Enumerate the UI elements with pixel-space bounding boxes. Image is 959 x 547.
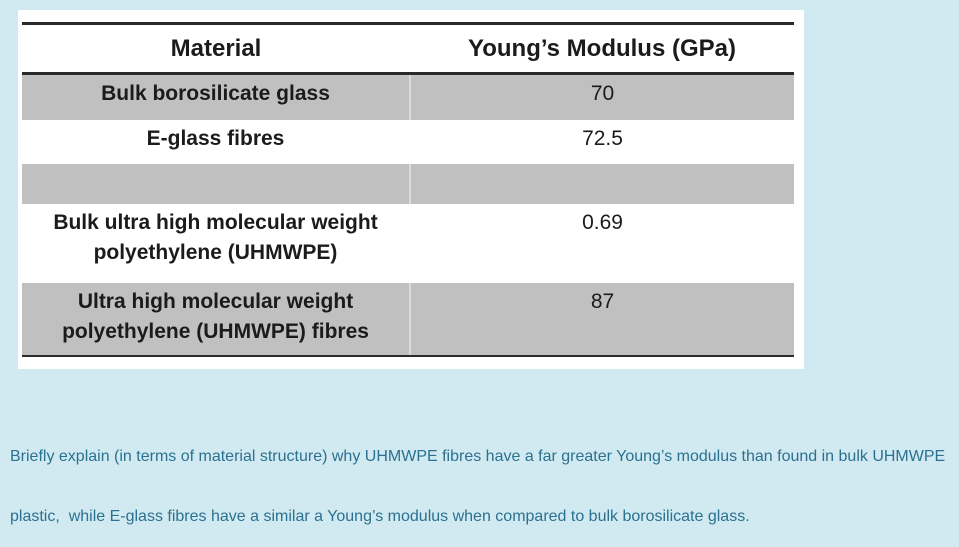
table-row: Bulk ultra high molecular weight polyeth… xyxy=(22,203,794,283)
table-header: Material Young’s Modulus (GPa) xyxy=(22,22,794,75)
table-row xyxy=(22,163,794,204)
page: { "page": { "background_color": "#d1e9f0… xyxy=(10,10,946,525)
table-row: Ultra high molecular weight polyethylene… xyxy=(22,282,794,357)
modulus-cell: 70 xyxy=(409,73,794,120)
modulus-cell: 87 xyxy=(409,282,794,357)
table-panel: Material Young’s Modulus (GPa) Bulk boro… xyxy=(18,10,804,369)
header-row: Material Young’s Modulus (GPa) xyxy=(22,22,794,75)
material-cell: Bulk borosilicate glass xyxy=(101,82,330,105)
material-cell: Ultra high molecular weight polyethylene… xyxy=(22,282,410,357)
material-cell: Bulk ultra high molecular weight polyeth… xyxy=(53,210,378,264)
modulus-cell xyxy=(409,163,794,204)
materials-table-body: Bulk borosilicate glass 70 E-glass fibres 7… xyxy=(22,73,794,357)
modulus-cell: 0.69 xyxy=(409,203,794,283)
modulus-cell: 72.5 xyxy=(409,119,794,164)
table-row: E-glass fibres 72.5 xyxy=(22,119,794,164)
question-text: Briefly explain (in terms of material st… xyxy=(10,407,956,547)
material-cell: E-glass fibres xyxy=(146,126,285,150)
column-header-modulus: Young’s Modulus (GPa) xyxy=(410,22,794,75)
question-line-2: plastic, while E-glass fibres have a sim… xyxy=(10,508,750,525)
material-cell xyxy=(22,164,410,204)
column-header-material: Material xyxy=(22,22,410,75)
materials-table: Material Young’s Modulus (GPa) Bulk boro… xyxy=(22,22,794,357)
question-line-1: Briefly explain (in terms of material st… xyxy=(10,448,946,465)
table-row: Bulk borosilicate glass 70 xyxy=(22,73,794,120)
